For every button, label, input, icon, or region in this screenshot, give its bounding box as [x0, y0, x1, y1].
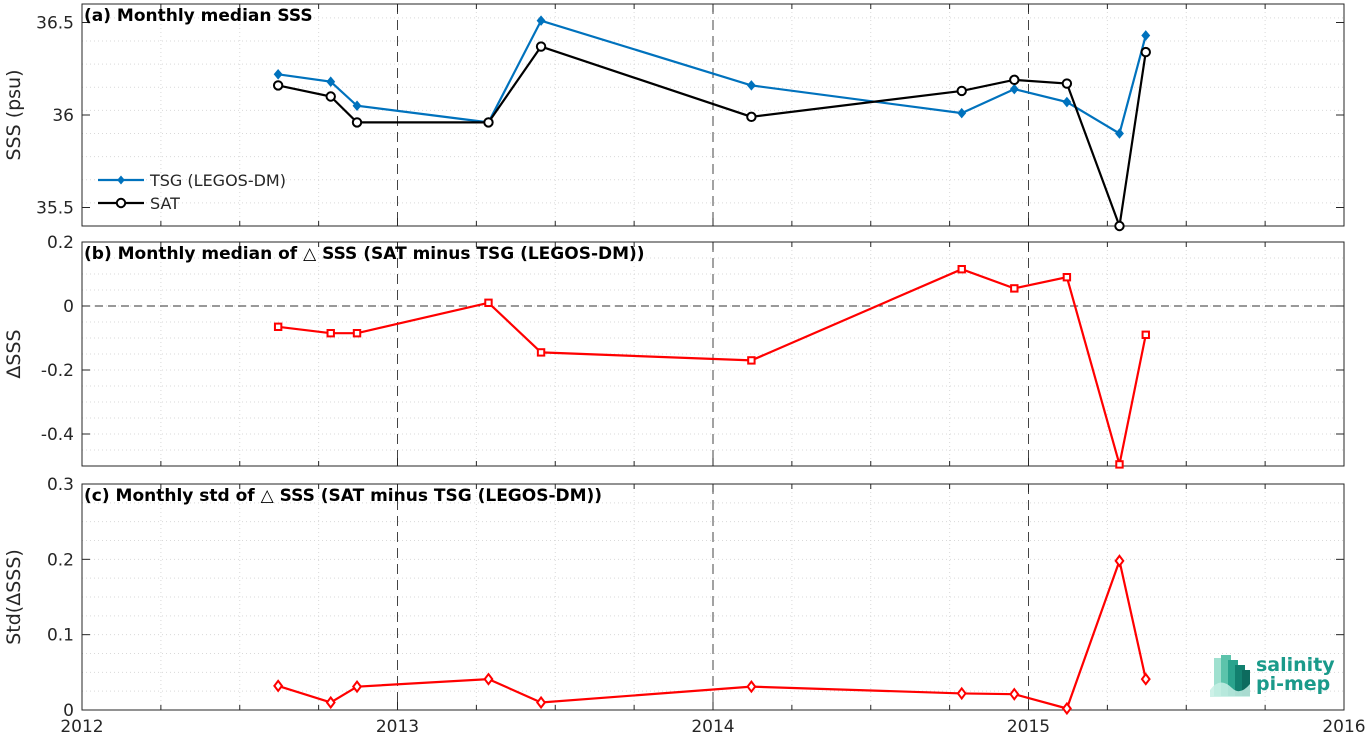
data-point	[483, 672, 494, 686]
y-tick-label: 0.2	[47, 550, 74, 570]
data-point	[746, 111, 757, 123]
legend-marker	[115, 197, 127, 209]
data-point	[1009, 74, 1020, 86]
data-point	[746, 679, 757, 694]
series-sat	[272, 41, 1151, 232]
data-point	[956, 85, 967, 97]
data-point	[325, 91, 336, 102]
y-tick-label: -0.2	[41, 361, 74, 381]
data-point	[352, 100, 362, 112]
data-point	[535, 41, 547, 52]
data-point	[326, 76, 336, 87]
y-tick-label: 35.5	[36, 199, 74, 219]
data-point	[273, 69, 283, 80]
y-tick-label: 0.1	[47, 626, 74, 646]
data-point	[1061, 701, 1072, 716]
data-point	[1141, 30, 1151, 41]
data-point	[536, 348, 546, 357]
panel-2: -0.4 -0.2 0 0.2 ΔSSS (b) Monthly median of △ …	[3, 233, 1345, 469]
data-point	[746, 80, 756, 91]
x-tick-label: 2013	[376, 717, 419, 737]
y-tick-label: 0.2	[47, 233, 74, 253]
data-point	[1140, 46, 1151, 58]
data-point	[1062, 273, 1072, 282]
series-1	[273, 265, 1150, 469]
data-point	[1115, 460, 1124, 469]
y-tick-label: 36.5	[36, 14, 74, 34]
data-point	[1061, 78, 1073, 89]
data-point	[957, 107, 967, 119]
data-point	[483, 117, 494, 128]
y-axis-label: SSS (psu)	[3, 69, 25, 160]
panel-title: (a) Monthly median SSS	[84, 6, 313, 26]
data-point	[273, 322, 283, 332]
salinity-pi-mep-logo: salinity pi-mep	[1210, 654, 1335, 697]
data-point	[1010, 284, 1019, 293]
data-point	[747, 356, 756, 365]
data-point	[351, 117, 363, 128]
data-point	[1062, 96, 1072, 108]
legend-label: TSG (LEGOS-DM)	[149, 171, 286, 190]
y-axis-label: Std(ΔSSS)	[3, 549, 25, 645]
logo-text-salinity: salinity	[1256, 654, 1335, 676]
series-line	[278, 268, 1147, 465]
data-point	[326, 329, 335, 338]
panel-title: (b) Monthly median of △ SSS (SAT minus T…	[84, 244, 645, 264]
series-1	[273, 554, 1151, 716]
data-point	[484, 298, 493, 308]
data-point	[325, 695, 336, 710]
data-point	[1114, 220, 1125, 232]
data-point	[272, 80, 284, 91]
y-tick-label: 0.3	[47, 475, 74, 495]
data-point	[352, 329, 362, 338]
data-point	[536, 695, 547, 710]
x-tick-label: 2016	[1322, 717, 1365, 737]
legend-label: SAT	[150, 194, 180, 213]
data-point	[1114, 554, 1125, 568]
data-point	[1141, 330, 1150, 340]
y-tick-label: -0.4	[41, 425, 74, 445]
panel-3: 0 0.1 0.2 0.3 Std(ΔSSS) 2012 2013 2014 2015 2016 (…	[3, 475, 1366, 737]
data-point	[1115, 128, 1124, 139]
logo-mark-icon	[1210, 655, 1250, 697]
data-point	[536, 15, 546, 26]
series-line	[277, 556, 1147, 710]
logo-text-pi-mep: pi-mep	[1256, 673, 1330, 695]
panel-title: (c) Monthly std of △ SSS (SAT minus TSG …	[84, 486, 602, 506]
panel-1: 35.5 36 36.5 SSS (psu) (a) Monthly median SS…	[3, 3, 1345, 232]
data-point	[957, 265, 966, 274]
y-tick-label: 0	[63, 297, 74, 317]
data-point	[1009, 687, 1020, 701]
x-tick-label: 2012	[60, 717, 103, 737]
data-point	[351, 679, 363, 694]
y-tick-label: 36	[52, 106, 74, 126]
data-point	[1140, 672, 1151, 686]
legend-marker	[117, 175, 125, 185]
data-point	[956, 686, 967, 701]
data-point	[273, 679, 284, 693]
x-tick-label: 2014	[691, 717, 734, 737]
legend: TSG (LEGOS-DM) SAT	[98, 171, 286, 213]
y-tick-label: 0	[63, 701, 74, 721]
x-tick-label: 2015	[1007, 717, 1050, 737]
data-point	[1009, 83, 1019, 95]
y-axis-label: ΔSSS	[3, 329, 25, 378]
